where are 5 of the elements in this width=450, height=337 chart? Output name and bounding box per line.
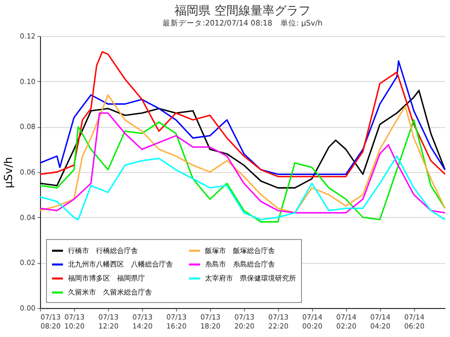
y-axis-title: μSv/h	[2, 156, 15, 188]
chart-title: 福岡県 空間線量率グラフ	[174, 4, 310, 18]
line-series	[39, 155, 446, 220]
line-series	[39, 94, 446, 214]
line-series	[39, 90, 446, 189]
